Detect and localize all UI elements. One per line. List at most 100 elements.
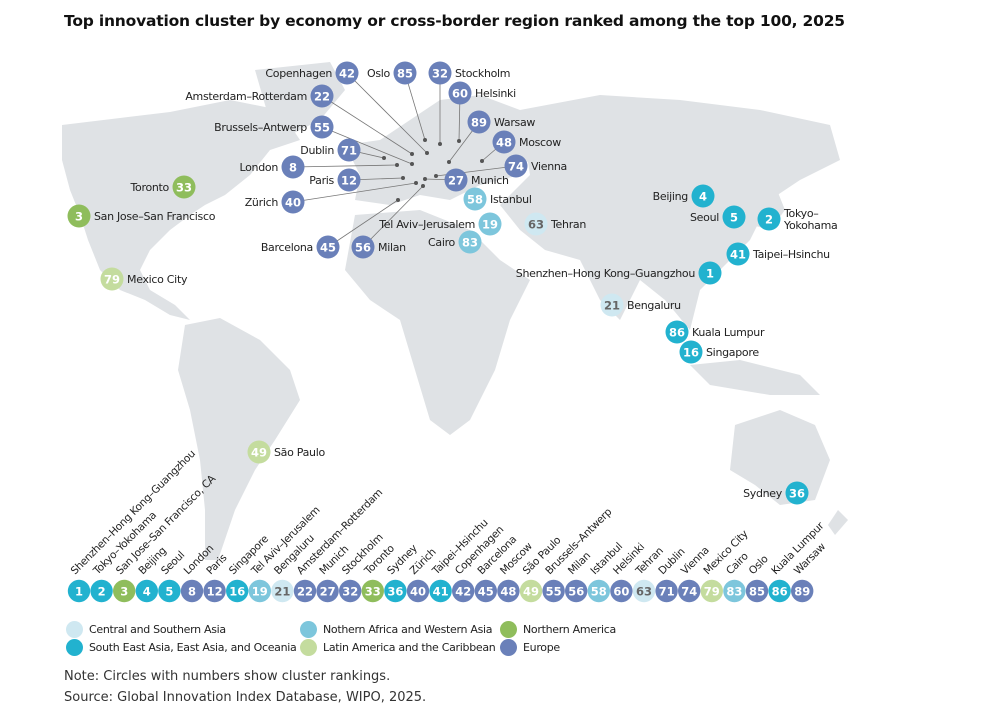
- row-rank-number: 55: [546, 585, 562, 599]
- rank-circle: [281, 155, 305, 179]
- leader-line: [321, 95, 413, 155]
- rank-circle: [100, 267, 124, 291]
- row-rank-number: 60: [613, 585, 629, 599]
- row-rank-circle: [768, 579, 791, 603]
- map-label: Paris: [309, 174, 334, 187]
- rank-number: 83: [462, 236, 478, 250]
- map-label: Barcelona: [261, 241, 313, 254]
- row-rank-circle: [361, 579, 384, 603]
- row-rank-circle: [248, 579, 271, 603]
- rank-number: 48: [496, 136, 512, 150]
- row-rank-number: 63: [636, 585, 652, 599]
- legend-label: Nothern Africa and Western Asia: [323, 623, 493, 636]
- rank-circle: [492, 130, 516, 154]
- row-rank-number: 48: [500, 585, 516, 599]
- rank-number: 89: [471, 116, 487, 130]
- map-marker-brussels-antwerp: 55 Brussels–Antwerp: [214, 115, 334, 139]
- map-marker-paris: 12 Paris: [309, 168, 361, 192]
- map-marker-beijing: 4 Beijing: [653, 184, 715, 208]
- map-label: Shenzhen–Hong Kong–Guangzhou: [516, 267, 695, 280]
- rank-circle: [310, 115, 334, 139]
- legend-swatch: [500, 621, 517, 638]
- leader-line: [327, 199, 399, 248]
- row-rank-circle: [67, 579, 91, 603]
- map-label: Toronto: [129, 181, 169, 194]
- legend-item-europe: Europe: [500, 639, 560, 656]
- row-rank-circle: [791, 579, 814, 603]
- page-title: Top innovation cluster by economy or cro…: [64, 12, 845, 30]
- rank-number: 41: [730, 248, 746, 262]
- rank-number: 79: [104, 273, 120, 287]
- location-dot: [423, 177, 427, 181]
- row-rank-circle: [384, 579, 407, 603]
- rank-number: 58: [467, 193, 483, 207]
- legend-item-nothern-africa-and-western-asia: Nothern Africa and Western Asia: [300, 621, 493, 638]
- legend-label: Central and Southern Asia: [89, 623, 226, 636]
- map-marker-munich: 27 Munich: [444, 168, 509, 192]
- map-marker-barcelona: 45 Barcelona: [261, 235, 340, 259]
- rank-number: 12: [341, 174, 357, 188]
- legend-label: South East Asia, East Asia, and Oceania: [89, 641, 297, 654]
- map-marker-mexico-city: 79 Mexico City: [100, 267, 188, 291]
- location-dot: [401, 176, 405, 180]
- rank-number: 16: [683, 346, 699, 360]
- map-label: Istanbul: [490, 193, 532, 206]
- asia: [500, 95, 840, 330]
- rank-circle: [310, 84, 334, 108]
- row-rank-number: 85: [749, 585, 765, 599]
- map-label: Bengaluru: [627, 299, 681, 312]
- land-masses: [62, 62, 848, 560]
- row-rank-number: 56: [568, 585, 584, 599]
- map-marker-copenhagen: 42 Copenhagen: [265, 61, 359, 85]
- rank-circle: [67, 204, 91, 228]
- row-rank-number: 86: [772, 585, 788, 599]
- map-marker-tokyo-yokohama: 2 Tokyo– Yokohama: [757, 207, 838, 232]
- rank-circle: [504, 154, 528, 178]
- row-rank-circle: [316, 579, 339, 603]
- new-zealand: [828, 510, 848, 535]
- row-rank-circle: [113, 579, 136, 603]
- location-dot: [457, 139, 461, 143]
- map-label: Munich: [471, 174, 509, 187]
- legend-swatch: [300, 621, 317, 638]
- map-marker-sao-paulo: 49 São Paulo: [247, 440, 326, 464]
- leader-line: [292, 182, 417, 203]
- legend-label: Latin America and the Caribbean: [323, 641, 496, 654]
- map-label: Sydney: [743, 487, 783, 500]
- map-label: Amsterdam–Rotterdam: [185, 90, 307, 103]
- location-dots: [382, 138, 484, 202]
- leader-line: [292, 164, 398, 168]
- europe: [345, 95, 540, 205]
- rank-circle: [172, 175, 196, 199]
- row-rank-circle: [339, 579, 362, 603]
- rank-number: 40: [285, 196, 301, 210]
- rank-number: 60: [452, 87, 468, 101]
- map-label: Taipei–Hsinchu: [752, 248, 830, 261]
- row-rank-number: 45: [478, 585, 494, 599]
- legend-label: Northern America: [523, 623, 616, 636]
- map-label: Warsaw: [494, 116, 535, 129]
- africa: [345, 210, 530, 435]
- leader-line: [362, 185, 424, 248]
- map-label: Dublin: [300, 144, 334, 157]
- map-label: São Paulo: [274, 446, 325, 459]
- map-label: Singapore: [706, 346, 759, 359]
- rank-circle: [467, 110, 491, 134]
- legend-item-central-and-southern-asia: Central and Southern Asia: [66, 621, 226, 638]
- rank-circle: [316, 235, 340, 259]
- south-america: [178, 318, 300, 560]
- source: Source: Global Innovation Index Database…: [64, 690, 427, 705]
- row-rank-number: 2: [98, 585, 106, 599]
- map-marker-vienna: 74 Vienna: [504, 154, 567, 178]
- rank-circle: [281, 190, 305, 214]
- row-rank-circle: [293, 579, 317, 603]
- location-dot: [438, 142, 442, 146]
- row-rank-circle: [158, 579, 181, 603]
- rank-number: 19: [482, 218, 498, 232]
- row-rank-circle: [565, 579, 588, 603]
- map-marker-taipei-hsinchu: 41 Taipei–Hsinchu: [726, 242, 830, 266]
- map-label: Tokyo– Yokohama: [783, 207, 837, 232]
